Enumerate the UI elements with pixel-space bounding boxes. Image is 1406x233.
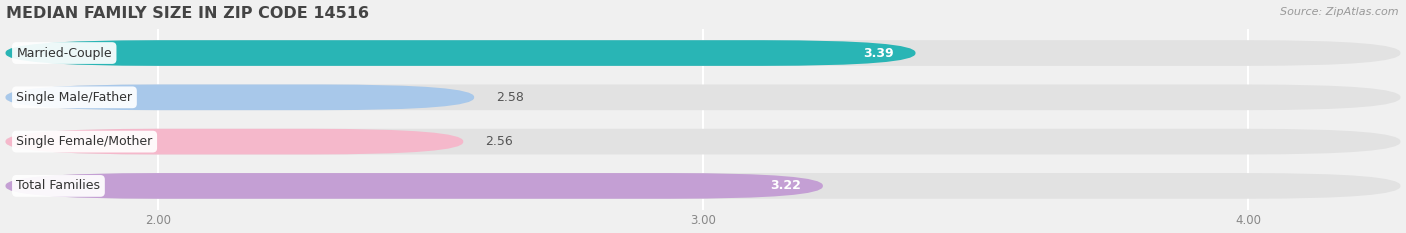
Text: Married-Couple: Married-Couple <box>17 47 112 59</box>
Text: Single Male/Father: Single Male/Father <box>17 91 132 104</box>
Text: MEDIAN FAMILY SIZE IN ZIP CODE 14516: MEDIAN FAMILY SIZE IN ZIP CODE 14516 <box>6 6 368 21</box>
FancyBboxPatch shape <box>6 129 463 154</box>
Text: 3.22: 3.22 <box>770 179 801 192</box>
Text: 2.58: 2.58 <box>496 91 524 104</box>
FancyBboxPatch shape <box>6 85 474 110</box>
FancyBboxPatch shape <box>6 40 1400 66</box>
FancyBboxPatch shape <box>6 85 1400 110</box>
Text: 2.56: 2.56 <box>485 135 513 148</box>
FancyBboxPatch shape <box>6 173 1400 199</box>
FancyBboxPatch shape <box>6 173 823 199</box>
Text: 3.39: 3.39 <box>863 47 894 59</box>
FancyBboxPatch shape <box>6 40 915 66</box>
Text: Total Families: Total Families <box>17 179 100 192</box>
FancyBboxPatch shape <box>6 129 1400 154</box>
Text: Source: ZipAtlas.com: Source: ZipAtlas.com <box>1281 7 1399 17</box>
Text: Single Female/Mother: Single Female/Mother <box>17 135 153 148</box>
